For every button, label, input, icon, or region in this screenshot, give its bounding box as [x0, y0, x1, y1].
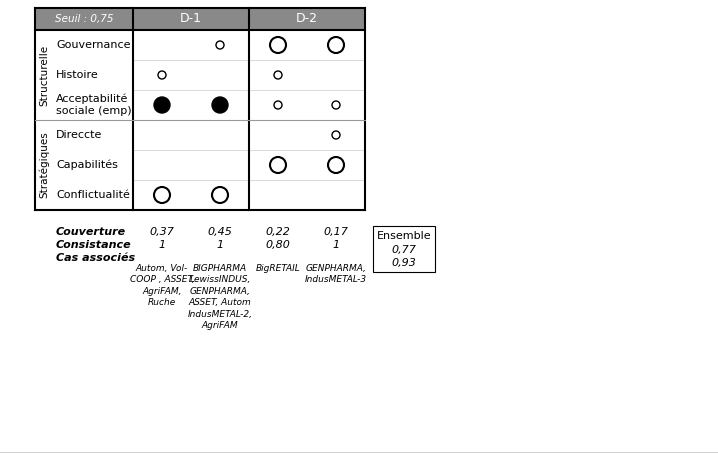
Text: GENPHARMA,
IndusMETAL-3: GENPHARMA, IndusMETAL-3 [305, 264, 367, 284]
Bar [35, 8, 133, 30]
Text: 0,45: 0,45 [208, 227, 233, 237]
Text: 0,37: 0,37 [149, 227, 174, 237]
Text: 0,22: 0,22 [266, 227, 291, 237]
Text: D-1: D-1 [180, 12, 202, 25]
Text: Histoire: Histoire [56, 70, 99, 80]
Text: Seuil : 0,75: Seuil : 0,75 [55, 14, 113, 24]
Text: BIGPHARMA
LewissINDUS,
GENPHARMA,
ASSET, Autom
IndusMETAL-2,
AgriFAM: BIGPHARMA LewissINDUS, GENPHARMA, ASSET,… [187, 264, 253, 330]
Text: 0,80: 0,80 [266, 240, 291, 250]
Text: Consistance: Consistance [56, 240, 131, 250]
Text: Structurelle: Structurelle [39, 45, 49, 106]
Circle shape [212, 97, 228, 113]
Text: Direccte: Direccte [56, 130, 103, 140]
Text: Cas associés: Cas associés [56, 253, 135, 263]
Text: Stratégiques: Stratégiques [39, 131, 50, 198]
Text: 1: 1 [332, 240, 340, 250]
Text: 0,77: 0,77 [391, 245, 416, 255]
Text: Couverture: Couverture [56, 227, 126, 237]
Text: Acceptabilité
sociale (emp): Acceptabilité sociale (emp) [56, 94, 131, 116]
Circle shape [154, 97, 170, 113]
Text: BigRETAIL: BigRETAIL [256, 264, 300, 273]
Text: 1: 1 [159, 240, 166, 250]
Text: Conflictualité: Conflictualité [56, 190, 130, 200]
Bar [133, 8, 249, 30]
Text: Ensemble: Ensemble [377, 231, 432, 241]
Text: 0,17: 0,17 [324, 227, 348, 237]
Text: 0,93: 0,93 [391, 258, 416, 268]
Text: Gouvernance: Gouvernance [56, 40, 131, 50]
Text: 1: 1 [216, 240, 223, 250]
Text: D-2: D-2 [296, 12, 318, 25]
Text: Autom, Vol-
COOP , ASSET,
AgriFAM,
Ruche: Autom, Vol- COOP , ASSET, AgriFAM, Ruche [130, 264, 195, 307]
Text: Capabilités: Capabilités [56, 160, 118, 170]
Bar [249, 8, 365, 30]
Bar [373, 226, 435, 272]
